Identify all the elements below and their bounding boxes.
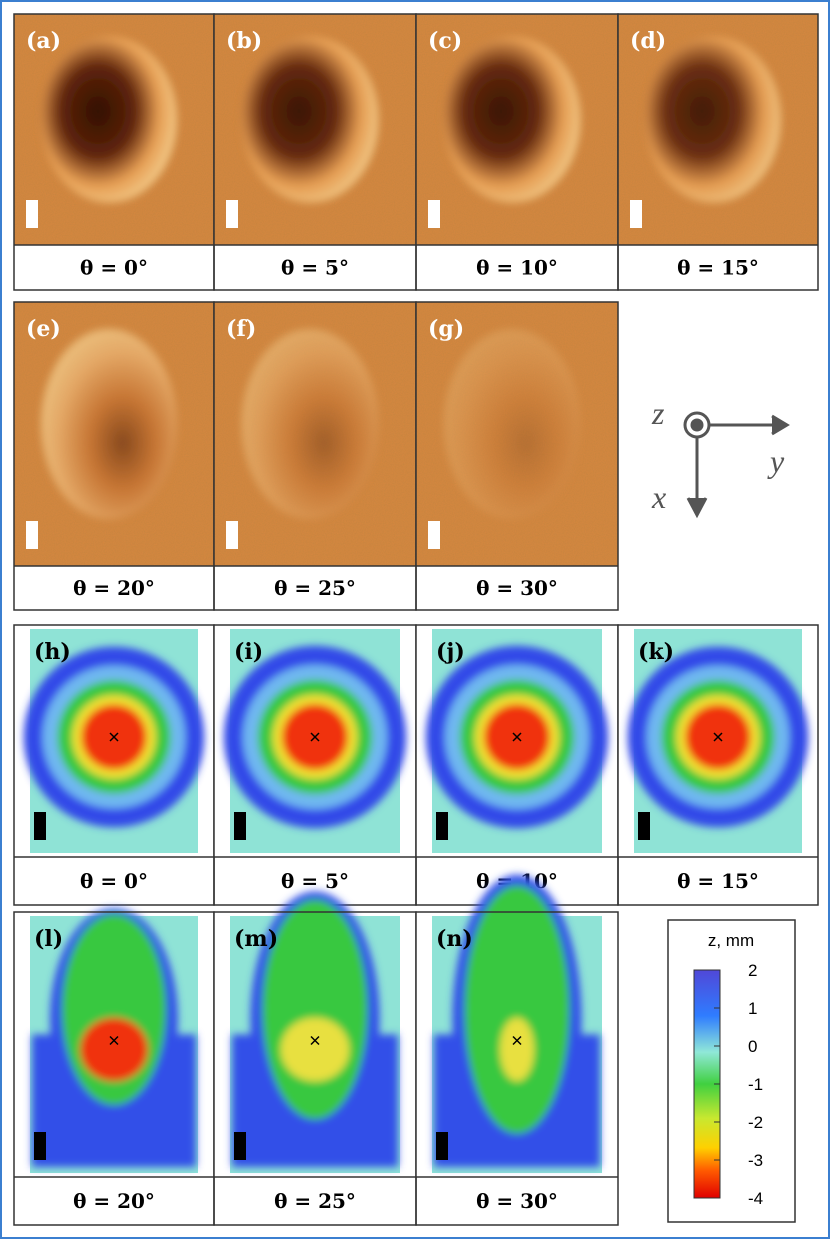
photo-panel: (f) θ = 25°: [213, 301, 417, 611]
scale-bar: [26, 200, 38, 228]
height-map-panel: (n) θ = 30°: [415, 874, 619, 1226]
panel-label: (m): [234, 926, 278, 952]
crater: [645, 36, 781, 203]
scale-bar: [34, 1132, 46, 1160]
panel-label: (j): [436, 639, 465, 665]
photo-panel: (d) θ = 15°: [617, 13, 819, 291]
contours: [434, 874, 600, 1167]
panel-label: (l): [34, 926, 63, 952]
caption: θ = 30°: [476, 1189, 558, 1213]
photo-panel: (e) θ = 20°: [13, 301, 215, 611]
center-mark: [109, 1035, 119, 1046]
crater: [443, 36, 581, 203]
axis-y-label: y: [767, 443, 785, 479]
crater: [443, 328, 581, 520]
scale-bar: [436, 812, 448, 840]
scale-bar: [428, 200, 440, 228]
contours: [232, 891, 398, 1167]
crater: [41, 328, 177, 520]
caption: θ = 25°: [274, 576, 356, 600]
panel-label: (a): [26, 28, 61, 54]
crater: [241, 36, 379, 203]
caption: θ = 20°: [73, 1189, 155, 1213]
scale-bar: [638, 812, 650, 840]
center-mark: [713, 732, 723, 742]
panel-label: (h): [34, 639, 71, 665]
panel-border: [415, 301, 619, 611]
height-map-panel: (k) θ = 15°: [617, 624, 819, 906]
colorbar-tick-label: 0: [748, 1037, 757, 1056]
photo-panel: (a) θ = 0°: [13, 13, 215, 291]
contours: [32, 908, 196, 1167]
colorbar-tick-label: -3: [748, 1151, 763, 1170]
scale-bar: [428, 521, 440, 549]
panel-label: (f): [226, 316, 256, 342]
contour: [80, 1017, 148, 1082]
axis-x-label: x: [651, 479, 666, 515]
colorbar-tick-label: -2: [748, 1113, 763, 1132]
caption: θ = 5°: [281, 869, 349, 893]
center-mark: [310, 1035, 320, 1046]
colorbar-tick-label: -4: [748, 1189, 763, 1208]
colorbar-box: [667, 919, 796, 1223]
panel-label: (c): [428, 28, 462, 54]
scale-bar: [226, 521, 238, 549]
center-mark: [512, 1035, 522, 1046]
colorbar-title: z, mm: [708, 931, 754, 950]
panel-label: (g): [428, 316, 464, 342]
photo-panel: (b) θ = 5°: [213, 13, 417, 291]
contours: [627, 646, 809, 828]
crater: [41, 36, 177, 203]
photo-panel: (g) θ = 30°: [415, 301, 619, 611]
photo-panel: (c) θ = 10°: [415, 13, 619, 291]
colorbar-tick-label: 2: [748, 961, 757, 980]
center-mark: [109, 732, 119, 742]
crater: [241, 328, 379, 520]
panel-border: [617, 13, 819, 291]
scale-bar: [226, 200, 238, 228]
contour: [262, 899, 368, 1120]
scale-bar: [630, 200, 642, 228]
height-map-panel: (l) θ = 20°: [13, 908, 215, 1226]
caption: θ = 5°: [281, 256, 349, 280]
panel-label: (b): [226, 28, 262, 54]
caption: θ = 0°: [80, 869, 148, 893]
height-map-panel: (i) θ = 5°: [213, 624, 417, 906]
axis-diagram: [683, 411, 790, 519]
height-map-panel: (j)θ = 10°: [415, 624, 619, 906]
caption: θ = 20°: [73, 576, 155, 600]
panel-label: (e): [26, 316, 61, 342]
center-mark: [310, 732, 320, 742]
contour: [499, 1017, 535, 1082]
caption: θ = 25°: [274, 1189, 356, 1213]
caption: θ = 15°: [677, 256, 759, 280]
panel-label: (i): [234, 639, 263, 665]
axis-z-label: z: [651, 395, 665, 431]
center-mark: [512, 732, 522, 742]
panel-border: [617, 624, 819, 906]
caption: θ = 10°: [476, 256, 558, 280]
caption: θ = 30°: [476, 576, 558, 600]
height-map-panel: (h) θ = 0°: [13, 624, 215, 906]
scale-bar: [34, 812, 46, 840]
colorbar-tick-label: 1: [748, 999, 757, 1018]
scale-bar: [436, 1132, 448, 1160]
panel-label: (n): [436, 926, 473, 952]
scale-bar: [234, 1132, 246, 1160]
contour: [280, 1017, 350, 1082]
scale-bar: [26, 521, 38, 549]
contour: [464, 885, 570, 1134]
caption: θ = 0°: [80, 256, 148, 280]
scale-bar: [234, 812, 246, 840]
height-map-panel: (m) θ = 25°: [213, 891, 417, 1226]
caption: θ = 15°: [677, 869, 759, 893]
colorbar-tick-label: -1: [748, 1075, 763, 1094]
panel-label: (d): [630, 28, 666, 54]
panel-border: [415, 911, 619, 1226]
panel-label: (k): [638, 639, 674, 665]
